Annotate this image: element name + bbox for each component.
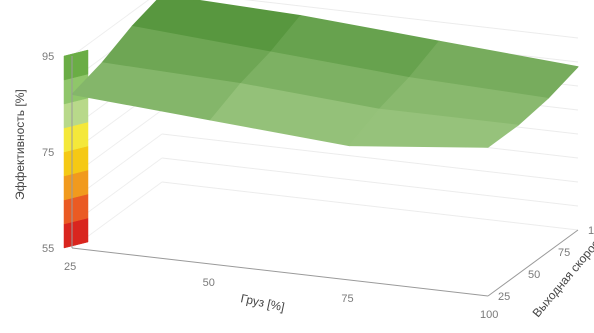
back-gridline [161, 133, 579, 183]
z-tick-label: 95 [42, 51, 54, 63]
x-axis-label: Груз [%] [239, 291, 285, 314]
tick-labels: 255075100255075100557595 [42, 51, 594, 321]
side-gridline [71, 0, 150, 57]
y-axis-line [487, 229, 579, 297]
back-gridline [161, 157, 579, 207]
z-tick-label: 75 [42, 147, 54, 159]
efficiency-surface [71, 0, 579, 148]
x-tick-label: 25 [64, 261, 76, 273]
x-tick-label: 100 [480, 309, 498, 321]
back-gridline [161, 181, 579, 231]
z-tick-label: 55 [42, 243, 54, 255]
colorbar [63, 49, 89, 249]
x-tick-label: 75 [341, 293, 353, 305]
surface-patch [348, 108, 519, 148]
back-gridline [244, 0, 579, 39]
x-tick-label: 50 [203, 277, 215, 289]
y-tick-label: 50 [528, 269, 540, 281]
z-axis-label: Эффективность [%] [13, 89, 27, 200]
axes [71, 56, 579, 297]
x-axis-line [71, 247, 489, 297]
y-tick-label: 25 [498, 291, 510, 303]
y-tick-label: 75 [558, 247, 570, 259]
y-tick-label: 100 [588, 225, 594, 237]
colorbar-segment [63, 49, 89, 81]
